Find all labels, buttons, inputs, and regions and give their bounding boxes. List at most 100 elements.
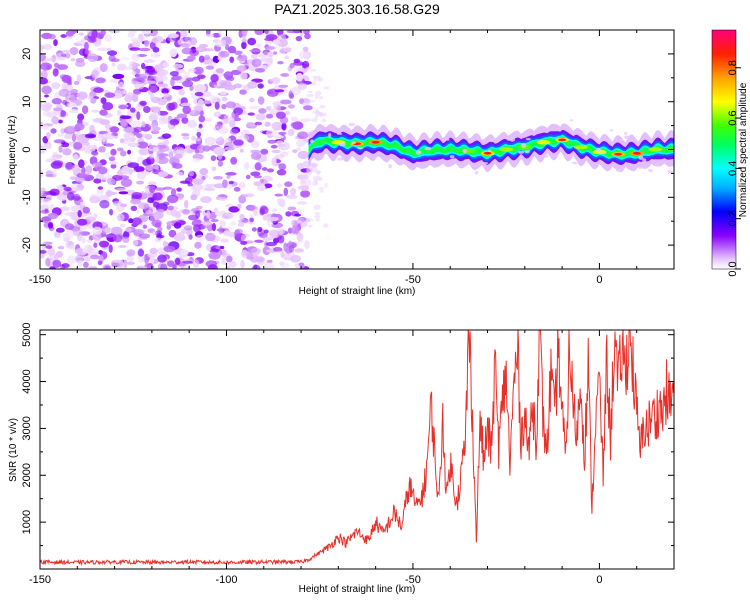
spectrogram-noise-blob xyxy=(602,151,607,154)
spectrogram-noise-blob xyxy=(133,126,143,133)
spectrogram-noise-blob xyxy=(169,156,180,166)
spectrogram-noise-blob xyxy=(96,189,104,195)
spectrogram-noise-blob xyxy=(160,92,170,98)
spectrogram-noise-blob xyxy=(196,131,202,138)
spectrogram-noise-blob xyxy=(206,210,211,219)
spectrogram-noise-blob xyxy=(171,75,182,81)
spectrogram-noise-blob xyxy=(254,239,264,243)
spectrogram-noise-blob xyxy=(194,84,207,93)
spectrogram-noise-blob xyxy=(74,60,86,68)
spectrogram-noise-blob xyxy=(271,121,284,131)
spectrogram-noise-blob xyxy=(56,184,64,192)
spectrogram-noise-blob xyxy=(138,265,148,269)
spectrogram-noise-blob xyxy=(182,80,194,88)
spectrogram-noise-blob xyxy=(230,221,236,226)
spectrogram-noise-blob xyxy=(299,98,304,105)
spectrogram-noise-blob xyxy=(241,38,247,43)
spectrogram-noise-blob xyxy=(266,259,273,264)
spectrogram-noise-blob xyxy=(182,136,190,140)
spectrogram-noise-blob xyxy=(314,214,321,219)
spectrogram-noise-blob xyxy=(281,122,287,131)
spectrogram-noise-blob xyxy=(234,112,239,118)
spectrogram-noise-blob xyxy=(58,145,63,153)
spectrogram-noise-blob xyxy=(136,156,144,165)
snr-y-label: SNR (10 * v/v) xyxy=(8,418,19,482)
spectrogram-noise-blob xyxy=(276,169,287,176)
spectrogram-noise-blob xyxy=(302,60,310,69)
spectrogram-noise-blob xyxy=(287,128,295,137)
spectrogram-noise-blob xyxy=(278,163,287,171)
spectrogram-noise-blob xyxy=(40,121,44,126)
spectrogram-noise-blob xyxy=(146,67,156,75)
spectrogram-noise-blob xyxy=(151,125,159,135)
spectrogram-noise-blob xyxy=(40,250,47,254)
spectrogram-noise-blob xyxy=(118,244,127,249)
spectrogram-noise-blob xyxy=(162,61,169,68)
spectrogram-noise-blob xyxy=(273,135,285,139)
spectrogram-noise-blob xyxy=(208,252,221,260)
spectrogram-ridge-peak-core xyxy=(558,138,567,142)
spectrogram-noise-blob xyxy=(337,157,344,161)
spectrogram-noise-blob xyxy=(543,154,549,158)
spectrogram-noise-blob xyxy=(81,141,90,146)
spectrogram-noise-blob xyxy=(112,259,124,263)
spectrogram-noise-blob xyxy=(194,110,200,116)
spectrogram-noise-blob xyxy=(222,226,234,230)
spectrogram-noise-blob xyxy=(318,187,325,190)
spectrogram-noise-blob xyxy=(307,224,313,228)
spectrogram-noise-blob xyxy=(647,169,654,172)
spectrogram-noise-blob xyxy=(174,257,181,265)
spectrogram-noise-blob xyxy=(87,53,99,62)
spectrogram-noise-blob xyxy=(272,101,283,106)
spectrogram-noise-blob xyxy=(136,111,141,121)
spectrogram-noise-blob xyxy=(258,108,267,114)
spectrogram-noise-blob xyxy=(84,76,95,80)
colorbar-tick-label: 0.4 xyxy=(727,161,739,176)
spectrogram-noise-blob xyxy=(314,212,321,215)
spectrogram-noise-blob xyxy=(53,107,63,112)
spectrogram-noise-blob xyxy=(320,189,324,193)
spectrogram-noise-blob xyxy=(148,181,157,186)
spectrogram-noise-blob xyxy=(313,76,318,83)
spectrogram-noise-blob xyxy=(178,254,187,258)
spectrogram-noise-blob xyxy=(113,234,123,243)
spectrogram-noise-blob xyxy=(240,71,248,81)
spectrogram-noise-blob xyxy=(40,52,46,62)
spectrogram-noise-blob xyxy=(275,140,284,145)
spectrogram-noise-blob xyxy=(74,123,85,131)
spectrogram-noise-blob xyxy=(131,53,140,61)
snr-frame xyxy=(39,329,675,570)
spectrogram-noise-blob xyxy=(73,141,83,150)
spectrogram-noise-blob xyxy=(181,117,189,124)
spectrogram-noise-blob xyxy=(141,62,146,70)
spectrogram-noise-blob xyxy=(85,165,93,175)
spectrogram-noise-blob xyxy=(262,237,274,241)
spectrogram-noise-blob xyxy=(217,160,224,167)
spectrogram-noise-blob xyxy=(198,115,206,123)
spectrogram-noise-blob xyxy=(200,196,212,203)
spectrogram-noise-blob xyxy=(117,213,125,222)
spectrogram-noise-blob xyxy=(161,133,172,139)
spectrogram-noise-blob xyxy=(149,153,154,159)
spectrogram-noise-blob xyxy=(104,124,112,130)
spectrogram-noise-blob xyxy=(166,194,179,204)
spectrogram-noise-blob xyxy=(120,203,128,208)
spectrogram-noise-blob xyxy=(194,138,201,142)
spectrogram-noise-blob xyxy=(193,224,201,233)
spectrogram-noise-blob xyxy=(181,47,193,55)
spectrogram-noise-blob xyxy=(123,126,135,133)
spectrogram-noise-blob xyxy=(63,186,72,192)
spectrogram-noise-blob xyxy=(289,62,295,69)
spectrogram-noise-blob xyxy=(153,164,160,170)
y-tick-label: 3000 xyxy=(21,416,33,440)
spectrogram-noise-blob xyxy=(278,200,285,207)
spectrogram-noise-blob xyxy=(596,147,602,153)
spectrogram-noise-blob xyxy=(99,109,108,116)
colorbar-tick-label: 0.0 xyxy=(727,261,739,276)
spectrogram-noise-blob xyxy=(84,216,96,224)
spectrogram-noise-blob xyxy=(323,223,329,228)
spectrogram-noise-blob xyxy=(200,91,212,97)
spectrogram-noise-blob xyxy=(254,68,266,73)
spectrogram-noise-blob xyxy=(269,78,281,82)
spectrogram-noise-blob xyxy=(74,248,84,254)
